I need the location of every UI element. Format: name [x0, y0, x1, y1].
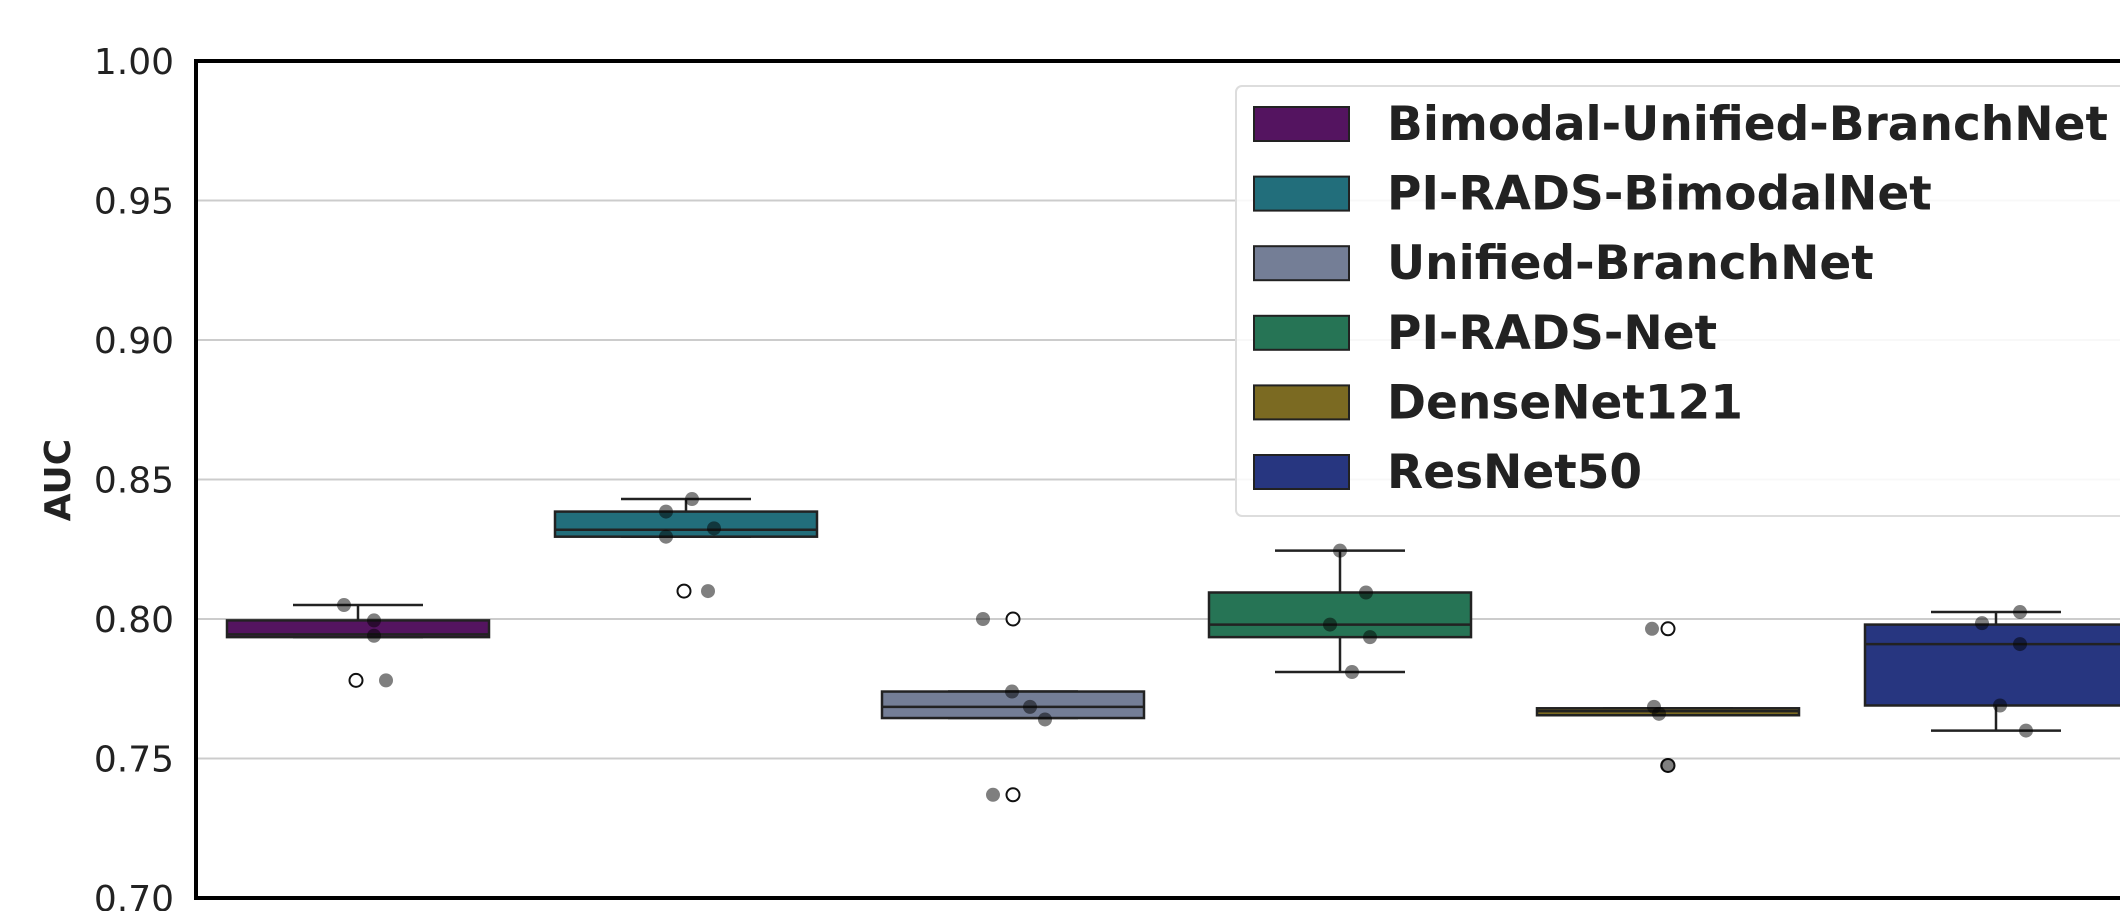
- legend-label: PI-RADS-Net: [1387, 306, 1717, 361]
- legend-label: Bimodal-Unified-BranchNet: [1387, 97, 2108, 152]
- outlier-marker: [348, 672, 364, 688]
- y-tick-label: 0.80: [94, 600, 174, 641]
- strip-point: [1323, 617, 1337, 632]
- legend-label: Unified-BranchNet: [1387, 236, 1874, 291]
- box-bimodal-unified-branchnet: [225, 603, 491, 688]
- strip-point: [2013, 637, 2027, 652]
- strip-point: [1993, 698, 2007, 713]
- legend: Bimodal-Unified-BranchNet PI-RADS-Bimodal…: [1235, 85, 2120, 517]
- outlier-marker: [676, 583, 692, 599]
- legend-label: PI-RADS-BimodalNet: [1387, 167, 1932, 222]
- y-tick-label: 0.75: [94, 740, 174, 781]
- outlier-marker: [1005, 787, 1021, 803]
- strip-point: [2013, 605, 2027, 620]
- strip-point: [1975, 616, 1989, 631]
- y-tick-label: 0.70: [94, 879, 174, 911]
- strip-point: [986, 787, 1000, 802]
- strip-point: [976, 612, 990, 626]
- strip-point: [2019, 723, 2033, 738]
- strip-point: [1660, 758, 1674, 773]
- axes-frame: [194, 59, 2120, 900]
- legend-frame: [1235, 85, 2120, 517]
- legend-swatch: [1253, 175, 1350, 212]
- y-tick-label: 0.95: [94, 182, 174, 223]
- strip-point: [659, 529, 673, 544]
- strip-point: [1359, 585, 1373, 600]
- legend-swatch: [1253, 384, 1350, 421]
- box-iqr: [225, 619, 491, 639]
- box-iqr: [1207, 591, 1473, 639]
- y-axis-ticks: 0.70 0.75 0.80 0.85 0.90 0.95 1.00: [94, 42, 174, 911]
- strip-point: [685, 492, 699, 507]
- box-plots: [225, 497, 2120, 803]
- box-unified-branchnet: [880, 611, 1146, 803]
- strip-point: [1345, 665, 1359, 680]
- legend-swatch: [1253, 454, 1350, 490]
- strip-point: [707, 521, 721, 536]
- box-pi-rads-net: [1207, 549, 1473, 674]
- y-tick-label: 0.85: [94, 461, 174, 502]
- strip-point: [367, 613, 381, 628]
- strip-point: [379, 673, 393, 688]
- strip-point: [1645, 621, 1659, 636]
- strip-point: [659, 504, 673, 519]
- box-iqr: [1863, 623, 2120, 707]
- box-resnet50: [1863, 610, 2120, 732]
- legend-swatch: [1253, 106, 1350, 142]
- y-tick-label: 0.90: [94, 321, 174, 362]
- legend-label: DenseNet121: [1387, 375, 1743, 430]
- legend-swatch: [1253, 314, 1350, 351]
- strip-point: [701, 584, 715, 599]
- strip-point: [367, 628, 381, 643]
- strip-point: [1038, 712, 1052, 727]
- strip-point: [1333, 543, 1347, 558]
- legend-label: ResNet50: [1387, 445, 1642, 500]
- box-iqr: [553, 510, 819, 538]
- y-axis-label: AUC: [38, 439, 79, 521]
- outlier-marker: [1005, 611, 1021, 627]
- strip-point: [1005, 684, 1019, 699]
- y-tick-label: 1.00: [94, 42, 174, 83]
- strip-point: [337, 598, 351, 613]
- data-points: [337, 492, 2033, 802]
- box-densenet121: [1535, 621, 1801, 773]
- legend-swatch: [1253, 245, 1350, 282]
- strip-point: [1023, 699, 1037, 714]
- outlier-marker: [1660, 621, 1676, 637]
- strip-point: [1363, 630, 1377, 645]
- strip-point: [1652, 706, 1666, 721]
- box-pi-rads-bimodalnet: [553, 497, 819, 599]
